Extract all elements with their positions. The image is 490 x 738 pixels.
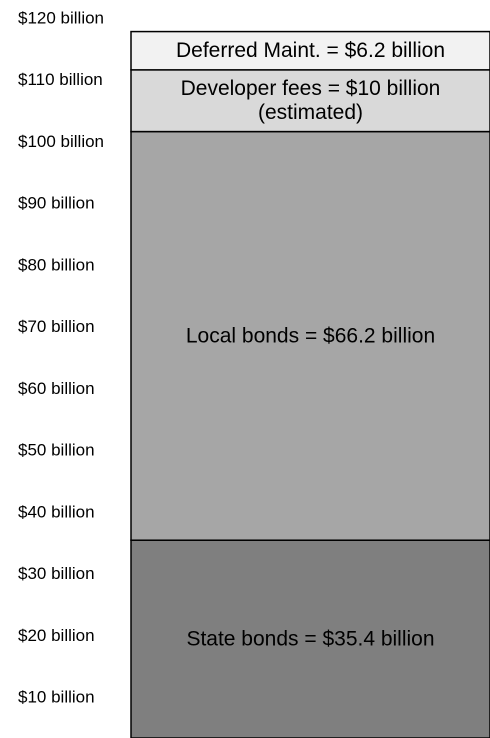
segment-local-bonds bbox=[130, 130, 490, 541]
y-tick-label-60: $60 billion bbox=[18, 379, 95, 398]
segment-label-deferred-maint: Deferred Maint. = $6.2 billion bbox=[176, 39, 445, 62]
segment-developer-fees bbox=[130, 69, 490, 133]
y-tick-label-90: $90 billion bbox=[18, 194, 95, 213]
segment-label-line: Developer fees = $10 billion bbox=[181, 77, 441, 100]
y-tick-label-70: $70 billion bbox=[18, 317, 95, 336]
y-tick-label-30: $30 billion bbox=[18, 564, 95, 583]
y-tick-label-20: $20 billion bbox=[18, 626, 95, 645]
y-tick-label-110: $110 billion bbox=[18, 70, 103, 89]
segment-label-line: State bonds = $35.4 billion bbox=[186, 628, 434, 651]
y-tick-label-40: $40 billion bbox=[18, 502, 95, 521]
segment-label-line: (estimated) bbox=[258, 101, 363, 124]
segment-labels: State bonds = $35.4 billion Local bonds =… bbox=[176, 39, 445, 650]
y-tick-label-80: $80 billion bbox=[18, 255, 95, 274]
segment-label-local-bonds: Local bonds = $66.2 billion bbox=[186, 324, 435, 347]
stacked-bar bbox=[130, 30, 490, 738]
segment-label-developer-fees: Developer fees = $10 billion (estimated) bbox=[181, 77, 441, 124]
y-tick-label-100: $100 billion bbox=[18, 132, 104, 151]
segment-label-line: Local bonds = $66.2 billion bbox=[186, 324, 435, 347]
segment-state-bonds bbox=[130, 539, 490, 738]
y-tick-label-120: $120 billion bbox=[18, 9, 104, 28]
segment-label-line: Deferred Maint. = $6.2 billion bbox=[176, 39, 445, 62]
segment-label-state-bonds: State bonds = $35.4 billion bbox=[186, 628, 434, 651]
y-tick-label-50: $50 billion bbox=[18, 441, 95, 460]
segment-deferred-maint bbox=[130, 30, 490, 71]
y-axis-tick-labels: $120 billion $110 billion $100 billion $90 … bbox=[18, 9, 104, 707]
y-tick-label-10: $10 billion bbox=[18, 688, 95, 707]
